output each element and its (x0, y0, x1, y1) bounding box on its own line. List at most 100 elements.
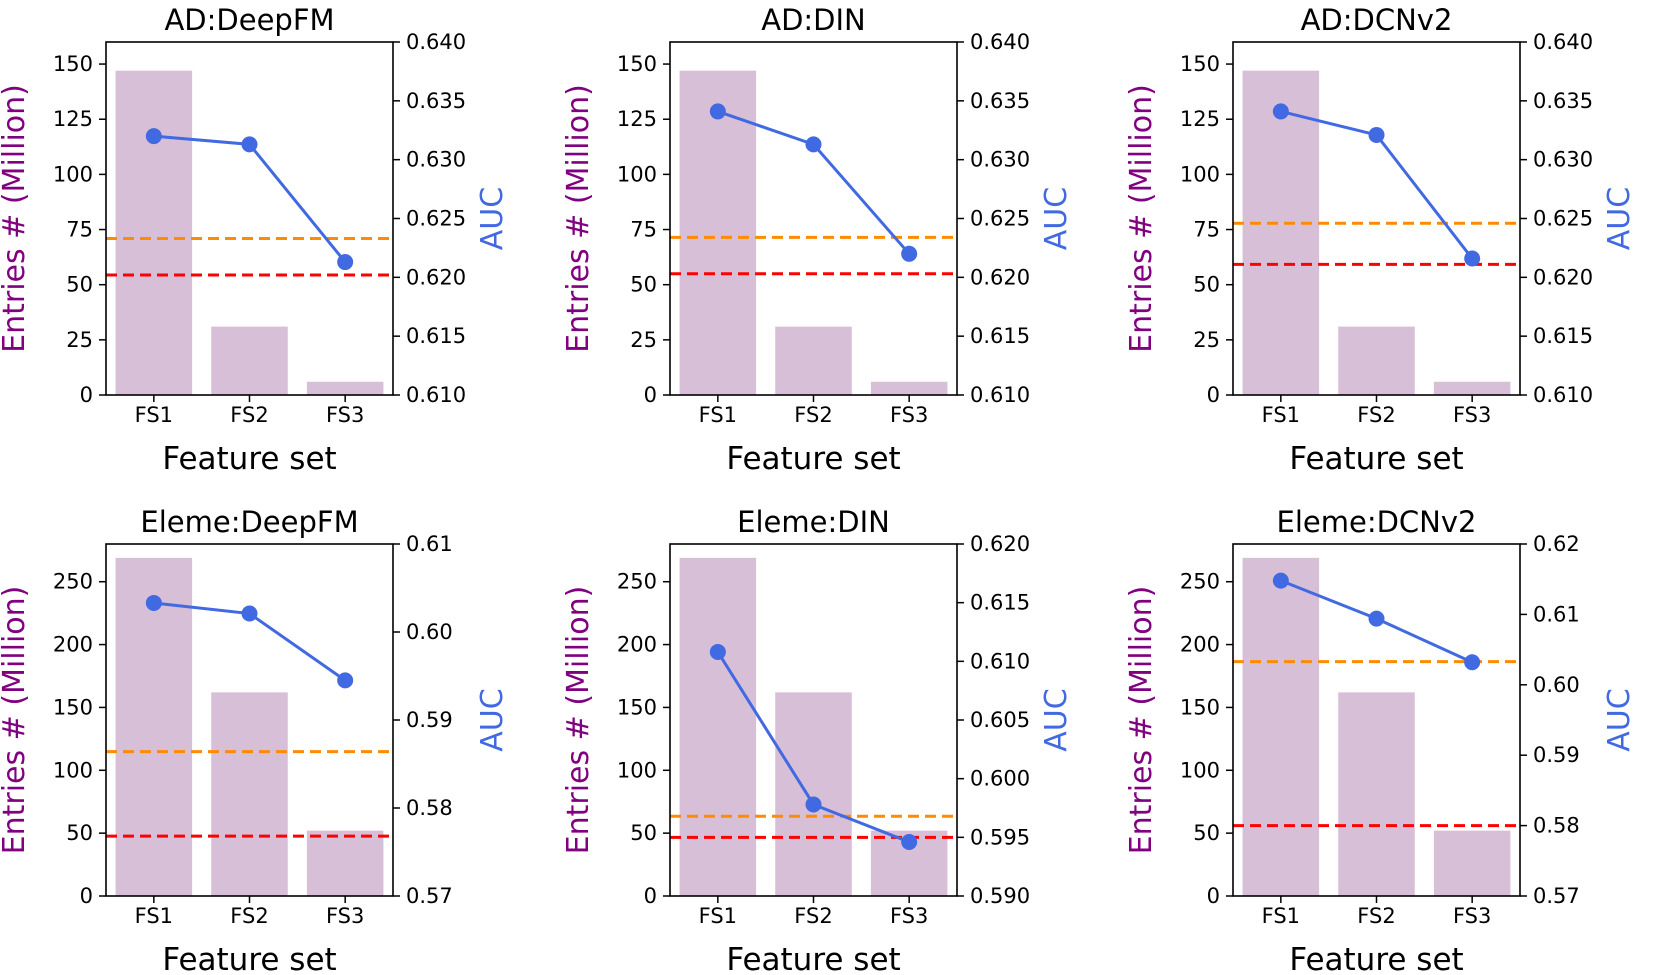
x-tick-label: FS3 (326, 904, 364, 928)
left-tick-label: 150 (1180, 695, 1220, 719)
left-tick-label: 25 (630, 328, 657, 352)
left-tick-label: 200 (1180, 633, 1220, 657)
x-axis-label: Feature set (162, 441, 336, 477)
right-tick-label: 0.635 (970, 89, 1030, 113)
right-tick-label: 0.60 (406, 620, 453, 644)
chart-title: Eleme:DeepFM (140, 505, 358, 539)
right-tick-label: 0.58 (406, 796, 453, 820)
left-tick-label: 50 (66, 273, 93, 297)
left-tick-label: 100 (53, 758, 93, 782)
bar (211, 692, 288, 896)
bar (306, 830, 384, 896)
left-y-axis-label: Entries # (Million) (1124, 586, 1159, 855)
x-tick-label: FS1 (1262, 904, 1300, 928)
auc-point (1272, 572, 1289, 589)
right-tick-label: 0.620 (970, 265, 1030, 289)
left-y-axis-label: Entries # (Million) (561, 586, 596, 855)
right-tick-label: 0.615 (970, 591, 1030, 615)
chart-title: Eleme:DCNv2 (1277, 505, 1477, 539)
right-tick-label: 0.625 (970, 207, 1030, 231)
chart-title: AD:DIN (761, 3, 866, 37)
auc-point (145, 594, 162, 611)
bar (211, 326, 288, 395)
bar (1338, 692, 1415, 896)
x-tick-label: FS3 (1453, 403, 1491, 427)
x-tick-label: FS2 (794, 904, 832, 928)
bar (679, 70, 757, 396)
left-tick-label: 150 (1180, 52, 1220, 76)
right-y-axis-label: AUC (1602, 688, 1637, 751)
left-tick-label: 125 (53, 107, 93, 131)
right-tick-label: 0.640 (1533, 30, 1593, 54)
x-tick-label: FS2 (794, 403, 832, 427)
left-tick-label: 250 (53, 570, 93, 594)
right-tick-label: 0.620 (970, 532, 1030, 556)
auc-point (1368, 126, 1385, 143)
right-tick-label: 0.61 (406, 532, 453, 556)
right-y-axis-label: AUC (1039, 187, 1074, 250)
right-tick-label: 0.62 (1533, 532, 1580, 556)
right-tick-label: 0.625 (1533, 207, 1593, 231)
x-axis-label: Feature set (162, 942, 336, 975)
bar (870, 381, 948, 395)
auc-point (241, 605, 258, 622)
auc-point (901, 834, 918, 851)
right-tick-label: 0.640 (406, 30, 466, 54)
left-tick-label: 50 (1193, 821, 1220, 845)
left-tick-label: 25 (66, 328, 93, 352)
left-tick-label: 125 (1180, 107, 1220, 131)
left-tick-label: 50 (630, 273, 657, 297)
right-tick-label: 0.635 (406, 89, 466, 113)
right-y-axis-label: AUC (475, 688, 510, 751)
auc-point (1272, 103, 1289, 120)
right-tick-label: 0.610 (970, 649, 1030, 673)
chart-panel: 0 25 50 75 100 125 150 0.610 0.615 0.620 0.625 0.63… (0, 3, 510, 477)
x-tick-label: FS2 (230, 403, 268, 427)
left-tick-label: 200 (617, 633, 657, 657)
left-y-axis-label: Entries # (Million) (1124, 84, 1159, 353)
right-tick-label: 0.620 (406, 265, 466, 289)
left-tick-label: 100 (617, 162, 657, 186)
x-axis-label: Feature set (1289, 942, 1463, 975)
right-tick-label: 0.57 (406, 884, 453, 908)
left-tick-label: 0 (1207, 884, 1220, 908)
right-tick-label: 0.625 (406, 207, 466, 231)
right-tick-label: 0.640 (970, 30, 1030, 54)
right-tick-label: 0.57 (1533, 884, 1580, 908)
bar (1338, 326, 1415, 395)
right-tick-label: 0.610 (406, 383, 466, 407)
auc-point (1464, 654, 1481, 671)
right-tick-label: 0.610 (970, 383, 1030, 407)
left-tick-label: 150 (53, 695, 93, 719)
x-tick-label: FS1 (1262, 403, 1300, 427)
auc-point (145, 128, 162, 145)
bar (115, 557, 193, 896)
right-y-axis-label: AUC (1039, 688, 1074, 751)
left-tick-label: 250 (617, 570, 657, 594)
chart-title: AD:DeepFM (164, 3, 334, 37)
left-tick-label: 50 (66, 821, 93, 845)
bar (306, 381, 384, 395)
left-tick-label: 200 (53, 633, 93, 657)
left-tick-label: 50 (630, 821, 657, 845)
left-tick-label: 150 (53, 52, 93, 76)
right-tick-label: 0.615 (1533, 324, 1593, 348)
chart-panel: 0 25 50 75 100 125 150 0.610 0.615 0.620 0.625 0.63… (561, 3, 1074, 477)
auc-point (241, 136, 258, 153)
right-tick-label: 0.605 (970, 708, 1030, 732)
left-y-axis-label: Entries # (Million) (0, 84, 32, 353)
left-tick-label: 150 (617, 52, 657, 76)
left-tick-label: 25 (1193, 328, 1220, 352)
x-tick-label: FS2 (1357, 403, 1395, 427)
auc-point (709, 103, 726, 120)
x-tick-label: FS3 (1453, 904, 1491, 928)
x-tick-label: FS2 (230, 904, 268, 928)
auc-point (709, 643, 726, 660)
auc-point (1368, 610, 1385, 627)
x-tick-label: FS3 (890, 403, 928, 427)
left-tick-label: 150 (617, 695, 657, 719)
x-axis-label: Feature set (726, 441, 900, 477)
x-tick-label: FS3 (326, 403, 364, 427)
x-tick-label: FS1 (135, 403, 173, 427)
right-y-axis-label: AUC (475, 187, 510, 250)
